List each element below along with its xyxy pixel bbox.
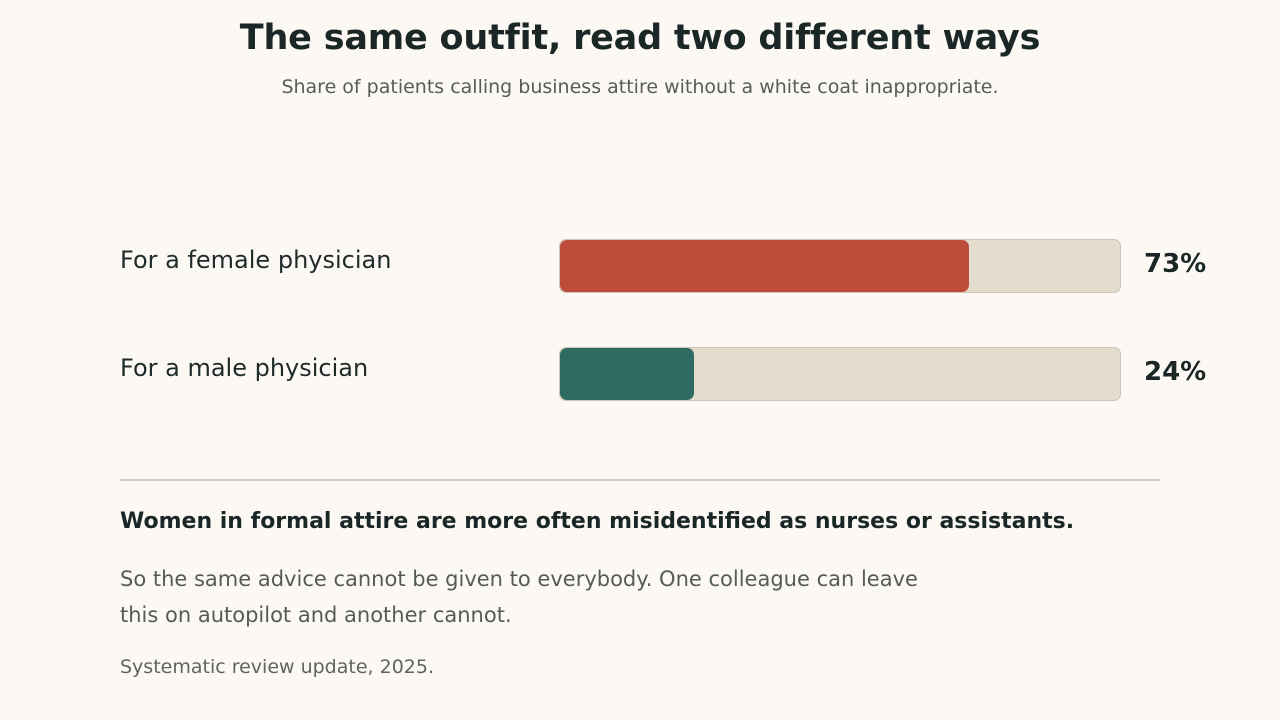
bar-label-male: For a male physician xyxy=(120,354,369,382)
body-line-2: this on autopilot and another cannot. xyxy=(120,603,512,627)
chart-title: The same outfit, read two different ways xyxy=(239,18,1041,58)
body-line-1: So the same advice cannot be given to ev… xyxy=(120,567,918,591)
body-paragraph: So the same advice cannot be given to ev… xyxy=(120,561,940,633)
chart-subtitle: Share of patients calling business attir… xyxy=(281,76,999,98)
source-note: Systematic review update, 2025. xyxy=(120,656,435,678)
bar-track-male xyxy=(559,347,1121,401)
bar-row-male: For a male physician 24% xyxy=(0,347,1280,401)
takeaway-heading: Women in formal attire are more often mi… xyxy=(120,509,1075,534)
bar-fill-female xyxy=(560,240,969,292)
bar-value-female: 73% xyxy=(1144,249,1207,279)
bar-label-female: For a female physician xyxy=(120,246,392,274)
bar-fill-male xyxy=(560,348,695,400)
bar-value-male: 24% xyxy=(1144,357,1207,387)
section-divider xyxy=(120,479,1160,481)
bar-row-female: For a female physician 73% xyxy=(0,239,1280,293)
bar-track-female xyxy=(559,239,1121,293)
